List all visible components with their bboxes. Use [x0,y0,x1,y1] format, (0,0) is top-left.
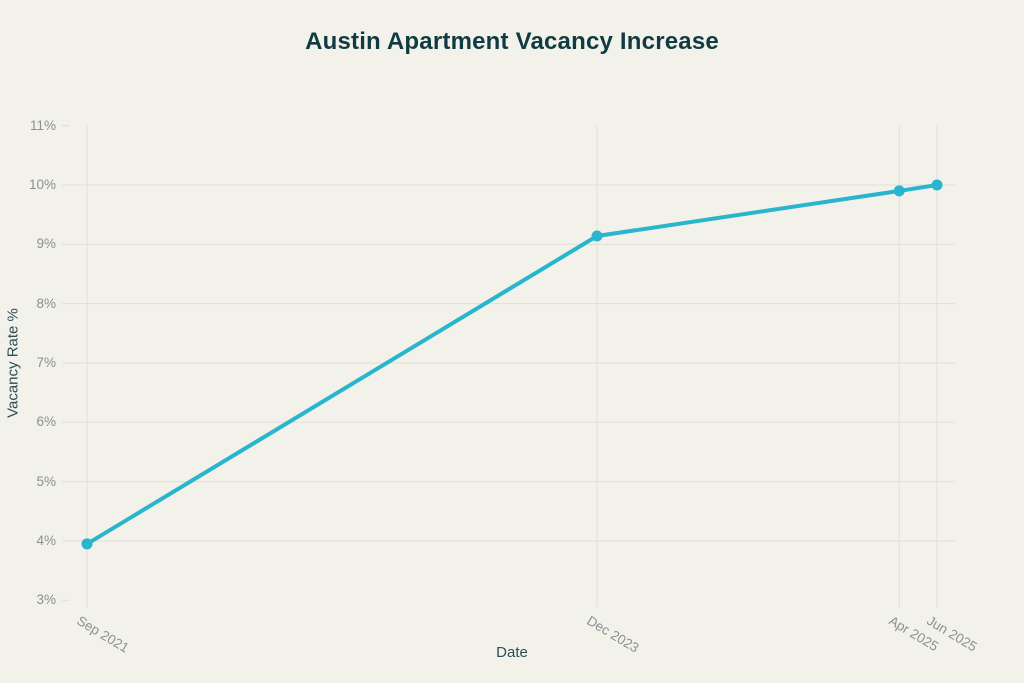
y-tick-label: 10% [28,176,56,192]
x-axis-title: Date [496,644,528,661]
y-tick-label: 4% [36,532,56,548]
y-tick-label: 8% [36,295,56,311]
data-point [893,185,905,197]
chart-title: Austin Apartment Vacancy Increase [305,28,719,55]
data-point [931,179,943,191]
y-tick-label: 6% [36,414,56,430]
y-tick-label: 5% [36,473,56,489]
vacancy-rate-line [85,183,938,546]
y-tick-label: 7% [36,354,56,370]
data-point [591,230,603,242]
data-point [81,538,93,550]
y-tick-label: 11% [29,117,56,133]
y-tick-label: 9% [36,236,56,252]
y-tick-label: 3% [36,592,56,608]
